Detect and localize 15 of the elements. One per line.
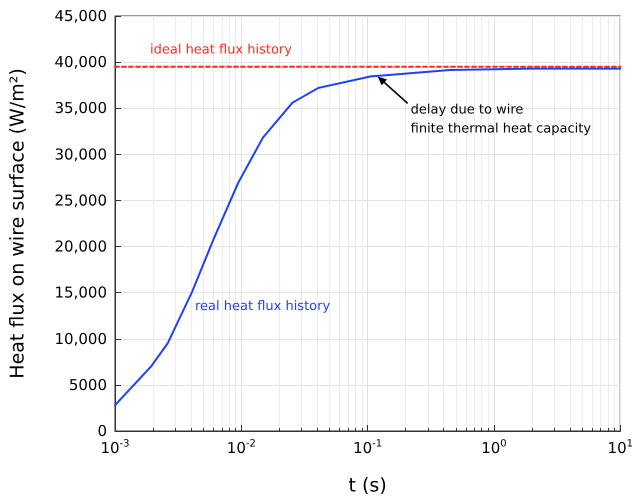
y-axis-title: Heat flux on wire surface (W/m²) — [6, 68, 28, 379]
series-label: ideal heat flux history — [150, 42, 292, 58]
y-tick-label: 20,000 — [54, 238, 107, 256]
y-tick-label: 35,000 — [54, 99, 107, 118]
y-tick-label: 0 — [97, 422, 107, 440]
x-axis-title: t (s) — [348, 474, 387, 496]
annotation: delay due to wire finite thermal heat capacity — [410, 102, 592, 136]
series-label: real heat flux history — [195, 299, 330, 314]
y-tick-label: 30,000 — [54, 145, 107, 164]
y-tick-label: 15,000 — [54, 284, 107, 302]
y-tick-label: 25,000 — [54, 191, 107, 210]
y-tick-label: 40,000 — [54, 53, 107, 72]
y-tick-label: 5000 — [68, 376, 107, 394]
y-tick-label: 45,000 — [54, 7, 107, 25]
y-tick-label: 10,000 — [54, 330, 107, 348]
